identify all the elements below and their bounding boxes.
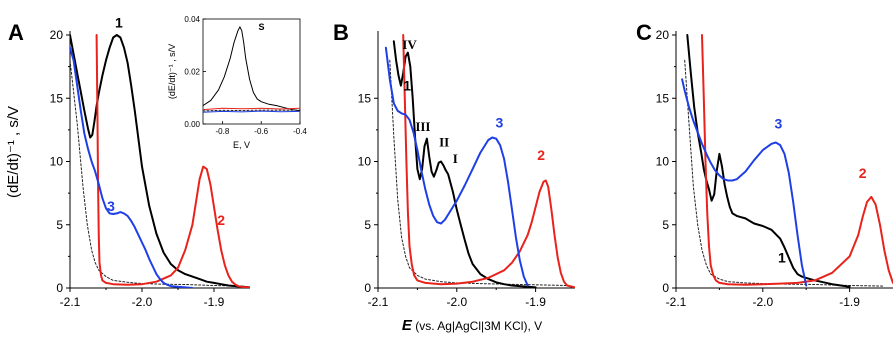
y-axis-label: (dE/dt)⁻¹ , s/V [5, 106, 22, 198]
panel-a-curve-label-1: 1 [115, 14, 123, 30]
panel-b-y-tick-label: 10 [358, 155, 372, 169]
panel-a-x-tick-label: -1.9 [204, 295, 225, 309]
inset-y-tick-label: 0.02 [184, 68, 200, 77]
panel-c-y-tick-label: 0 [662, 281, 669, 295]
inset-title: S [258, 22, 264, 32]
panel-c: C 0 5 10 15 20 -2.1 -2.0 -1.9 1 3 2 [636, 20, 893, 309]
panel-a: A 0 5 10 15 20 -2.1 -2.0 -1.9 1 3 2 0.00 0.02 0.04 -0.8… [8, 14, 307, 309]
panel-b-curve-label-1: 1 [403, 78, 411, 94]
panel-a-y-tick-label: 15 [50, 91, 64, 105]
panel-c-curve-label-3: 3 [775, 116, 783, 132]
panel-b-y-tick-label: 15 [358, 91, 372, 105]
panel-c-curve-1 [686, 34, 851, 288]
panel-b-curve-label-2: 2 [537, 147, 545, 163]
panel-a-letter: A [8, 20, 24, 45]
inset-y-tick-label: 0.04 [184, 15, 200, 24]
panel-c-y-tick-label: 20 [656, 28, 670, 42]
panel-b-peak-label: III [415, 119, 430, 134]
panel-a-curve-3 [70, 46, 194, 288]
inset-x-tick-label: -0.4 [293, 127, 307, 136]
panel-b-peak-label: IV [402, 37, 417, 52]
panel-b-y-tick-label: 5 [364, 218, 371, 232]
panel-a-curve-2 [95, 34, 250, 288]
panel-b-curve-label-3: 3 [495, 114, 503, 130]
panel-b-peak-label: I [453, 151, 458, 166]
panel-a-y-tick-label: 0 [56, 281, 63, 295]
panel-a-x-tick-label: -2.0 [132, 295, 153, 309]
panel-a-y-tick-label: 5 [56, 218, 63, 232]
panel-b-curve-2 [402, 34, 575, 288]
panel-c-y-tick-label: 10 [656, 155, 670, 169]
panel-c-y-tick-label: 15 [656, 91, 670, 105]
x-axis-label: E (vs. Ag|AgCl|3M KCl), V [402, 317, 542, 334]
panel-c-y-tick-label: 5 [662, 218, 669, 232]
inset-y-tick-label: 0.00 [184, 120, 200, 129]
panel-b-x-tick-label: -2.1 [368, 295, 389, 309]
x-axis-label-symbol: E [402, 317, 413, 334]
panel-b-curve-1 [392, 40, 537, 288]
panel-b-letter: B [333, 20, 349, 45]
panel-b-peak-label: II [439, 134, 449, 149]
panel-b-background-curve [389, 59, 568, 286]
panel-a-x-tick-label: -2.1 [60, 295, 81, 309]
inset-x-tick-label: -0.8 [216, 127, 230, 136]
inset-x-tick-label: -0.6 [254, 127, 268, 136]
inset-curve-3 [203, 110, 300, 113]
panel-a-y-tick-label: 20 [50, 28, 64, 42]
x-axis-label-text: (vs. Ag|AgCl|3M KCl), V [412, 319, 542, 333]
panel-a-y-tick-label: 10 [50, 155, 64, 169]
inset-x-axis-label: E, V [233, 140, 250, 150]
panel-b-x-tick-label: -2.0 [446, 295, 467, 309]
panel-c-curve-label-1: 1 [778, 250, 786, 266]
panel-b-curve-3 [384, 46, 529, 287]
panel-b-x-tick-label: -1.9 [525, 295, 546, 309]
panel-c-x-tick-label: -2.0 [752, 295, 773, 309]
panel-a-curve-label-2: 2 [217, 212, 225, 228]
inset-y-axis-label: (dE/dt)⁻¹ , s/V [167, 44, 177, 99]
inset-background-curve [203, 109, 300, 112]
inset: 0.00 0.02 0.04 -0.8 -0.6 -0.4 S E, V (dE/dt)⁻¹ ,… [167, 15, 307, 150]
panel-a-curve-1 [70, 34, 250, 288]
panel-c-x-tick-label: -1.9 [839, 295, 860, 309]
panel-c-curve-3 [681, 78, 808, 287]
panel-a-background-curve [70, 59, 244, 287]
inset-curve-2 [203, 107, 300, 111]
panel-c-x-tick-label: -2.1 [666, 295, 687, 309]
inset-curve-1 [203, 26, 300, 112]
panel-c-curve-2 [701, 34, 893, 286]
panel-c-curve-label-2: 2 [859, 165, 867, 181]
panel-a-curve-label-3: 3 [107, 198, 115, 214]
panel-c-letter: C [636, 20, 652, 45]
panel-b-y-tick-label: 0 [364, 281, 371, 295]
